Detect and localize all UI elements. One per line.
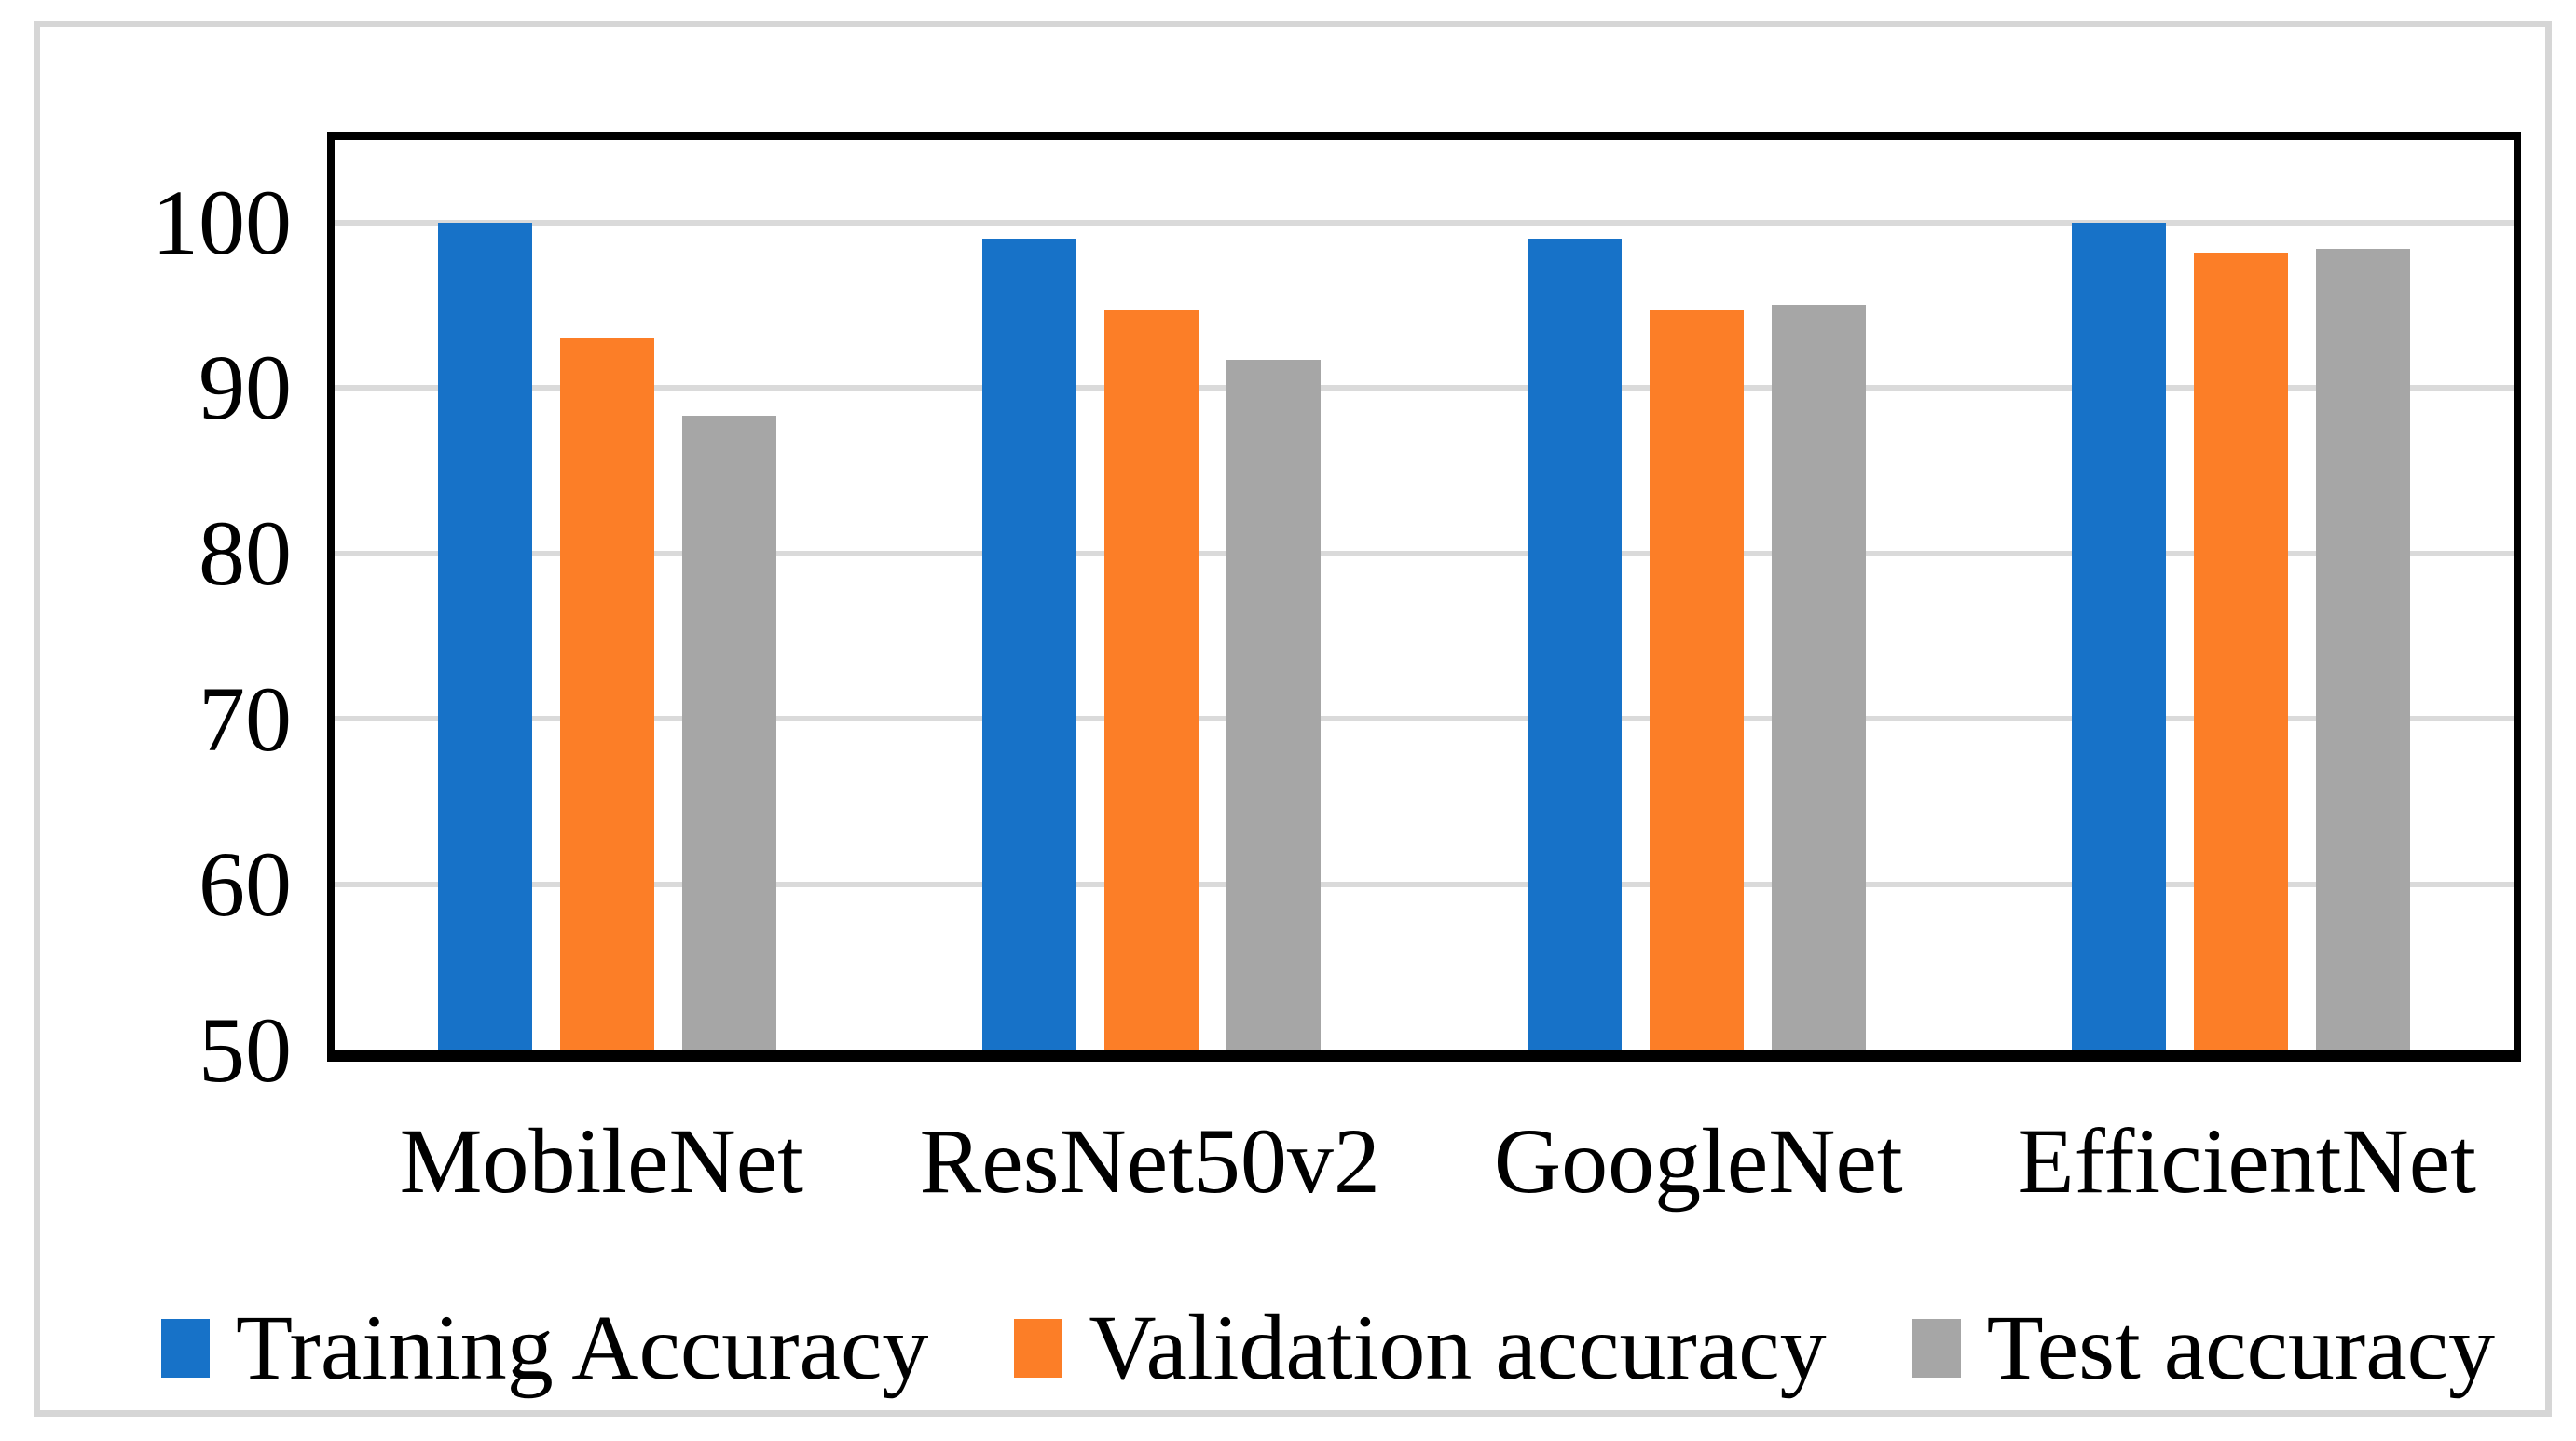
x-category-label-resnet50v2: ResNet50v2 — [919, 1109, 1380, 1213]
y-tick-label-60: 60 — [199, 832, 292, 937]
y-tick-label-90: 90 — [199, 336, 292, 440]
bar-mobilenet-training-accuracy — [437, 222, 532, 1050]
bar-efficientnet-validation-accuracy — [2194, 252, 2289, 1050]
gridline-80 — [335, 550, 2514, 556]
plot-area — [327, 132, 2521, 1062]
legend-swatch-icon — [1911, 1318, 1961, 1378]
legend-item-validation-accuracy: Validation accuracy — [1014, 1296, 1827, 1399]
legend-label: Test accuracy — [1986, 1296, 2496, 1399]
bar-resnet50v2-test-accuracy — [1226, 360, 1322, 1050]
legend-label: Validation accuracy — [1089, 1296, 1827, 1399]
figure-frame: 50 60 70 80 90 100 MobileNet ResNet50v2 GoogleN… — [34, 21, 2552, 1417]
legend-swatch-icon — [1014, 1318, 1063, 1378]
gridline-60 — [335, 881, 2514, 887]
bar-group-googlenet — [1424, 140, 1969, 1050]
bar-googlenet-validation-accuracy — [1649, 309, 1744, 1050]
y-tick-label-80: 80 — [199, 501, 292, 606]
bar-group-resnet50v2 — [880, 140, 1425, 1050]
x-category-label-googlenet: GoogleNet — [1493, 1109, 1903, 1213]
legend-item-training-accuracy: Training Accuracy — [160, 1296, 929, 1399]
gridlines-layer — [335, 140, 2514, 1050]
bar-group-mobilenet — [335, 140, 880, 1050]
legend-swatch-icon — [160, 1318, 210, 1378]
bar-resnet50v2-validation-accuracy — [1104, 309, 1199, 1050]
bar-mobilenet-test-accuracy — [681, 416, 776, 1050]
bar-googlenet-training-accuracy — [1527, 239, 1622, 1050]
x-category-label-efficientnet: EfficientNet — [2017, 1109, 2476, 1213]
gridline-90 — [335, 385, 2514, 391]
bar-mobilenet-validation-accuracy — [559, 337, 654, 1050]
x-axis-category-labels: MobileNet ResNet50v2 GoogleNet EfficientNet — [327, 1101, 2521, 1222]
legend: Training Accuracy Validation accuracy Test… — [40, 1287, 2576, 1408]
y-tick-label-70: 70 — [199, 666, 292, 771]
legend-label: Training Accuracy — [235, 1296, 929, 1399]
gridline-70 — [335, 716, 2514, 722]
x-category-label-mobilenet: MobileNet — [399, 1109, 803, 1213]
bar-efficientnet-training-accuracy — [2072, 222, 2167, 1050]
bar-groups-layer — [335, 140, 2514, 1050]
y-axis-tick-labels: 50 60 70 80 90 100 — [59, 140, 292, 1096]
y-tick-label-100: 100 — [152, 170, 292, 274]
y-tick-label-50: 50 — [199, 998, 292, 1102]
bar-efficientnet-test-accuracy — [2316, 249, 2411, 1050]
bar-resnet50v2-training-accuracy — [982, 239, 1077, 1050]
gridline-100 — [335, 219, 2514, 226]
legend-item-test-accuracy: Test accuracy — [1911, 1296, 2496, 1399]
bar-googlenet-test-accuracy — [1771, 305, 1866, 1050]
bar-group-efficientnet — [1969, 140, 2514, 1050]
